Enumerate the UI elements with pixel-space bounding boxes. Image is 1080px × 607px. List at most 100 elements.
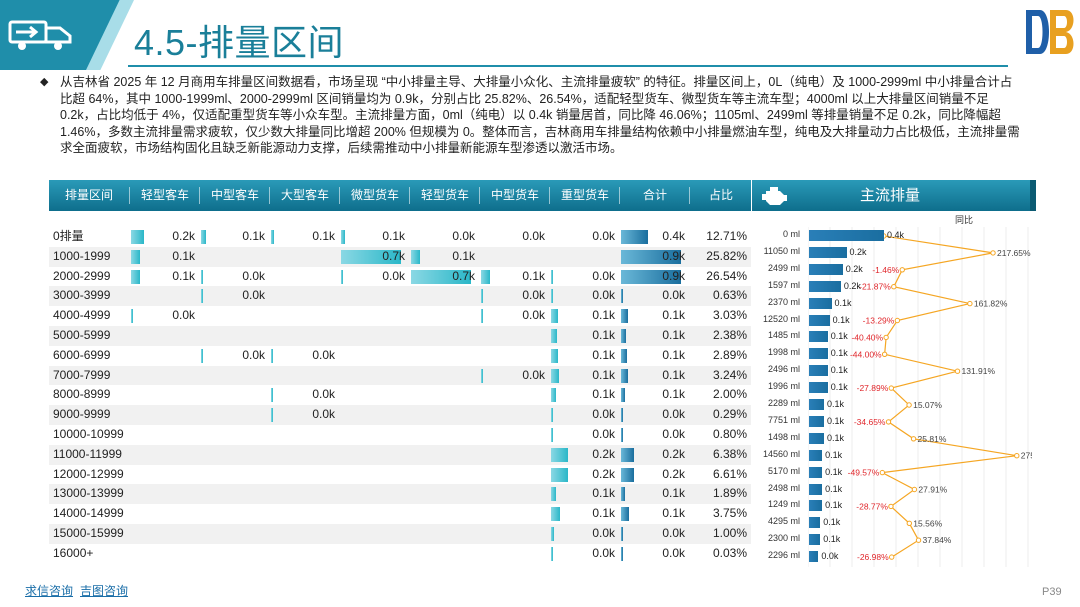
mainstream-bar: [809, 449, 823, 461]
mainstream-bar: [809, 432, 824, 444]
value-cell: 0.7k: [382, 248, 405, 263]
mainstream-label: 0 ml: [782, 229, 800, 239]
mainstream-bar: [809, 483, 823, 495]
mainstream-label: 1996 ml: [767, 381, 800, 392]
value-cell: 0.0k: [592, 288, 615, 303]
page-number: P39: [1042, 586, 1062, 598]
row-label: 3000-3999: [53, 288, 111, 303]
summary-paragraph: ◆ 从吉林省 2025 年 12 月商用车排量区间数据看，市场呈现 “中小排量主…: [40, 74, 1020, 157]
yoy-label-value: 275.00%: [1021, 451, 1032, 461]
data-bar: [271, 388, 273, 403]
table-row: 2000-2999 0.1k 0.0k 0.0k 0.7k 0.1k 0.0k 0.9k 26.…: [49, 267, 751, 287]
value-cell: 0.0k: [522, 308, 545, 323]
mainstream-label: 2498 ml: [767, 482, 800, 493]
mainstream-bar: [809, 466, 823, 478]
share-cell: 3.03%: [712, 308, 747, 323]
data-bar: [551, 546, 553, 561]
value-cell: 0.1k: [662, 486, 685, 501]
value-cell: 0.0k: [592, 427, 615, 441]
yoy-label-value: -49.57%: [848, 468, 880, 478]
data-bar: [201, 269, 203, 284]
yoy-point: [990, 250, 996, 256]
table-row: 13000-13999 0.1k 0.1k 1.89%: [49, 484, 751, 505]
data-bar: [621, 249, 681, 264]
value-cell: 0.0k: [592, 545, 615, 560]
mainstream-label: 5170 ml: [767, 465, 800, 476]
yoy-label-value: 131.91%: [962, 366, 996, 376]
table-row: 11000-11999 0.2k 0.2k 6.38%: [49, 444, 751, 465]
value-cell: 0.1k: [312, 229, 335, 243]
share-cell: 25.82%: [706, 248, 747, 263]
share-cell: 3.75%: [712, 506, 747, 521]
value-cell: 0.9k: [662, 248, 685, 263]
value-cell: 0.1k: [452, 248, 475, 263]
value-cell: 0.1k: [242, 229, 265, 243]
yoy-point: [885, 419, 892, 425]
column-header-2: 中型客车: [199, 187, 270, 204]
mainstream-value: 0.1k: [830, 331, 848, 342]
data-bar: [621, 368, 628, 383]
data-bar: [551, 527, 554, 541]
column-header-7: 重型货车: [549, 187, 620, 204]
table-row: 14000-14999 0.1k 0.1k 3.75%: [49, 504, 751, 524]
row-label: 6000-6999: [53, 347, 111, 362]
data-bar: [131, 230, 144, 244]
value-cell: 0.1k: [662, 387, 685, 402]
data-bar: [551, 428, 553, 442]
row-label: 10000-10999: [53, 427, 124, 441]
row-label: 2000-2999: [53, 268, 111, 283]
table-row: 7000-7999 0.0k 0.1k 0.1k 3.24%: [49, 365, 751, 386]
column-header-3: 大型客车: [269, 187, 340, 204]
mainstream-label: 1485 ml: [767, 330, 800, 341]
data-bar: [341, 230, 346, 244]
yoy-point: [906, 520, 913, 526]
mainstream-value: 0.1k: [825, 466, 843, 477]
value-cell: 0.0k: [312, 347, 335, 362]
footer-link-2[interactable]: 吉图咨询: [80, 584, 129, 598]
data-bar: [551, 447, 569, 462]
column-header-4: 微型货车: [339, 187, 410, 204]
mainstream-value: 0.1k: [830, 348, 848, 359]
value-cell: 0.2k: [592, 466, 615, 481]
yoy-label-value: 27.91%: [918, 485, 947, 495]
mainstream-bar: [809, 365, 828, 377]
value-cell: 0.1k: [662, 367, 685, 382]
column-header-8: 合计: [619, 187, 690, 204]
share-cell: 2.89%: [712, 347, 747, 362]
row-label: 9000-9999: [53, 407, 111, 422]
mainstream-value: 0.0k: [821, 551, 839, 562]
value-cell: 0.1k: [662, 506, 685, 521]
yoy-point: [891, 284, 897, 290]
row-label: 1000-1999: [53, 248, 111, 263]
mainstream-value: 0.1k: [823, 517, 841, 528]
page-title: 4.5-排量区间: [134, 22, 345, 63]
value-cell: 0.0k: [662, 288, 685, 303]
mainstream-header: [752, 180, 1030, 211]
data-bar: [621, 507, 629, 522]
yoy-point: [879, 469, 886, 476]
mainstream-bar: [809, 348, 828, 360]
engine-icon: [762, 187, 787, 205]
data-bar: [621, 467, 635, 482]
footer-link-1[interactable]: 求信咨询: [25, 584, 74, 598]
data-bar: [481, 269, 490, 284]
table-row: 4000-4999 0.0k 0.0k 0.1k 0.1k 3.03%: [49, 306, 751, 326]
table-row: 12000-12999 0.2k 0.2k 6.61%: [49, 465, 751, 485]
column-header-6: 中型货车: [479, 187, 550, 204]
mainstream-label: 14560 ml: [762, 448, 800, 459]
share-cell: 6.38%: [712, 446, 747, 461]
share-cell: 1.89%: [712, 486, 747, 501]
data-bar: [341, 249, 401, 264]
value-cell: 0.0k: [312, 387, 335, 402]
data-bar: [481, 289, 483, 304]
yoy-point: [888, 503, 894, 510]
row-label: 4000-4999: [53, 308, 111, 323]
data-bar: [621, 329, 627, 343]
data-bar: [621, 269, 681, 284]
mainstream-bar: [809, 314, 830, 326]
data-bar: [621, 408, 623, 423]
yoy-label-value: -40.40%: [851, 332, 883, 342]
mainstream-value: 0.1k: [827, 432, 845, 443]
mainstream-label: 2496 ml: [767, 364, 800, 375]
yoy-point: [899, 267, 905, 273]
